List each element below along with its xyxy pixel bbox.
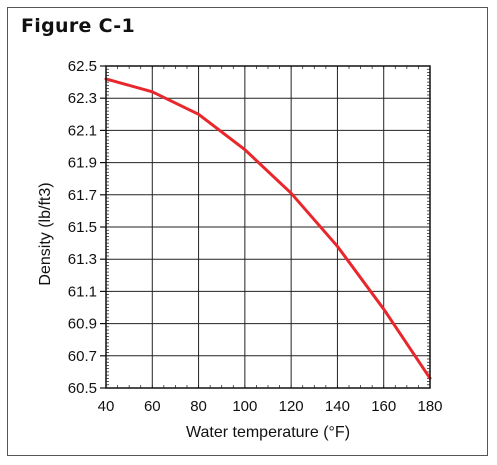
y-tick-label: 61.9 [68, 155, 97, 172]
y-tick-label: 61.3 [68, 251, 97, 268]
y-tick-label: 62.1 [68, 122, 97, 139]
chart-series [104, 77, 432, 380]
density-curve [104, 77, 432, 380]
y-tick-label: 61.1 [68, 283, 97, 300]
x-tick-label: 100 [232, 398, 257, 415]
x-tick-label: 40 [98, 398, 115, 415]
chart-grid [105, 65, 431, 389]
y-tick-label: 61.7 [68, 187, 97, 204]
y-axis-ticks: 60.5 60.7 60.9 61.1 61.3 61.5 61.7 61.9 62.1 62.3… [68, 58, 106, 397]
figure-frame [7, 7, 488, 456]
x-tick-label: 140 [325, 398, 350, 415]
y-tick-label: 60.5 [68, 380, 97, 397]
y-tick-label: 60.7 [68, 348, 97, 365]
y-tick-label: 62.3 [68, 90, 97, 107]
y-tick-label: 60.9 [68, 316, 97, 333]
x-tick-label: 80 [190, 398, 207, 415]
x-tick-label: 180 [417, 398, 442, 415]
y-axis-title: Density (lb/ft3) [37, 182, 54, 285]
y-tick-label: 61.5 [68, 219, 97, 236]
figure-title: Figure C-1 [21, 15, 135, 37]
x-tick-label: 120 [279, 398, 304, 415]
x-tick-label: 60 [144, 398, 161, 415]
x-axis-title: Water temperature (°F) [186, 424, 350, 441]
x-axis-ticks: 40 60 80 100 120 140 160 180 [98, 398, 443, 415]
x-tick-label: 160 [371, 398, 396, 415]
y-tick-label: 62.5 [68, 58, 97, 75]
